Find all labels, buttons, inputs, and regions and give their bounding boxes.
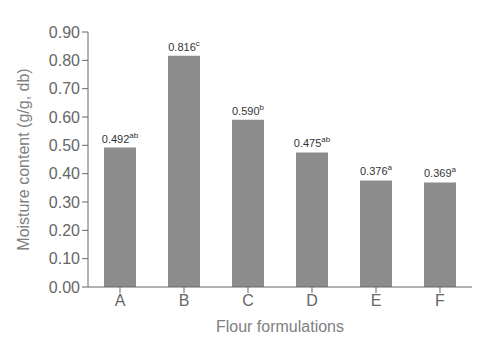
svg-text:D: D: [306, 292, 318, 309]
svg-text:0.00: 0.00: [49, 279, 80, 296]
svg-text:0.80: 0.80: [49, 52, 80, 69]
svg-text:0.50: 0.50: [49, 137, 80, 154]
svg-text:0.816c: 0.816c: [168, 39, 200, 53]
svg-text:0.20: 0.20: [49, 222, 80, 239]
svg-text:0.70: 0.70: [49, 80, 80, 97]
svg-text:0.376a: 0.376a: [360, 163, 393, 177]
svg-text:0.10: 0.10: [49, 250, 80, 267]
svg-text:0.40: 0.40: [49, 165, 80, 182]
svg-text:0.369a: 0.369a: [424, 165, 457, 179]
svg-text:C: C: [242, 292, 254, 309]
svg-text:0.590b: 0.590b: [232, 103, 265, 117]
svg-text:0.30: 0.30: [49, 194, 80, 211]
svg-text:F: F: [435, 292, 445, 309]
svg-text:Moisture content (g/g, db): Moisture content (g/g, db): [15, 68, 32, 250]
svg-text:0.492ab: 0.492ab: [102, 131, 139, 145]
svg-text:E: E: [371, 292, 382, 309]
svg-text:0.60: 0.60: [49, 109, 80, 126]
svg-text:0.475ab: 0.475ab: [294, 135, 331, 149]
svg-text:B: B: [179, 292, 190, 309]
svg-text:0.90: 0.90: [49, 24, 80, 41]
svg-text:A: A: [115, 292, 126, 309]
svg-text:Flour formulations: Flour formulations: [216, 318, 344, 335]
